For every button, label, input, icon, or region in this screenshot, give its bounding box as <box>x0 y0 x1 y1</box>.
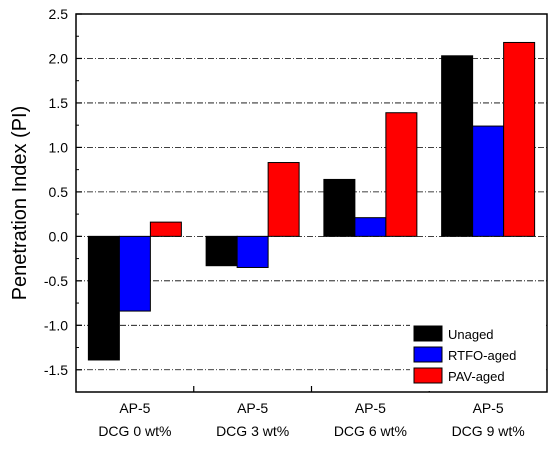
x-category-label-line1: AP-5 <box>355 400 386 416</box>
y-tick-label: 0.0 <box>49 228 69 244</box>
y-axis-title: Penetration Index (PI) <box>9 106 31 301</box>
legend-label-unaged: Unaged <box>448 327 494 342</box>
x-category-label-line1: AP-5 <box>119 400 150 416</box>
bar-pav-aged-4 <box>503 41 536 237</box>
bar-pav-aged-3 <box>385 112 418 237</box>
legend-swatch-rtfo-aged <box>413 346 443 363</box>
y-tick-label: 1.0 <box>49 139 69 155</box>
bar-pav-aged-2 <box>267 162 300 237</box>
x-category-label-line2: DCG 0 wt% <box>98 423 171 439</box>
x-category-label-line2: DCG 6 wt% <box>334 423 407 439</box>
bar-rtfo-aged-1 <box>118 235 151 312</box>
x-category-label-line2: DCG 3 wt% <box>216 423 289 439</box>
x-category-label-line1: AP-5 <box>237 400 268 416</box>
legend-label-pav-aged: PAV-aged <box>448 369 505 384</box>
x-category-label-line2: DCG 9 wt% <box>452 423 525 439</box>
bar-unaged-4 <box>441 55 474 237</box>
legend-label-rtfo-aged: RTFO-aged <box>448 348 516 363</box>
bar-rtfo-aged-2 <box>236 235 269 268</box>
bar-rtfo-aged-4 <box>472 125 505 237</box>
y-tick-label: 2.0 <box>49 50 69 66</box>
y-tick-label: 0.5 <box>49 184 69 200</box>
bar-pav-aged-1 <box>149 221 182 237</box>
legend-swatch-pav-aged <box>413 367 443 384</box>
legend-swatch-unaged <box>413 325 443 342</box>
bar-unaged-3 <box>323 178 356 237</box>
y-tick-label: 2.5 <box>49 6 69 22</box>
labels-layer: -1.5 -1.0 -0.5 0.0 0.5 1.0 1.5 2.0 2.5 AP-5 DCG 0 … <box>44 6 525 439</box>
ticks-layer <box>76 13 430 393</box>
y-tick-label: 1.5 <box>49 95 69 111</box>
bar-unaged-1 <box>87 235 120 361</box>
legend: Unaged RTFO-aged PAV-aged <box>410 322 544 391</box>
y-tick-label: -1.5 <box>44 362 68 378</box>
bar-rtfo-aged-3 <box>354 217 387 237</box>
y-tick-label: -0.5 <box>44 273 68 289</box>
bars-layer <box>87 41 536 361</box>
y-tick-label: -1.0 <box>44 317 68 333</box>
x-category-label-line1: AP-5 <box>473 400 504 416</box>
bar-unaged-2 <box>205 235 238 267</box>
